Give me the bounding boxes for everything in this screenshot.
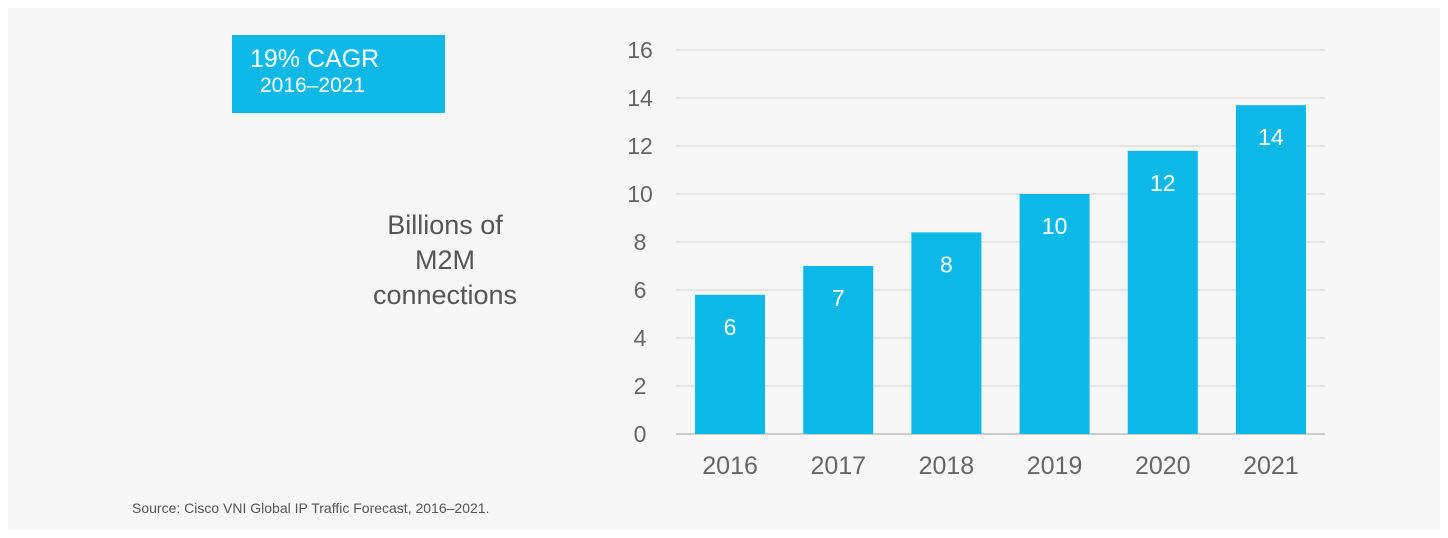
y-axis-label-line: M2M: [415, 245, 475, 275]
y-tick-label: 6: [634, 277, 647, 303]
bar: [1127, 150, 1198, 435]
data-label: 14: [1258, 124, 1284, 150]
bar: [1235, 105, 1306, 434]
y-tick-label: 14: [627, 85, 653, 111]
x-tick-label: 2017: [810, 452, 866, 480]
x-tick-label: 2021: [1243, 452, 1299, 480]
y-tick-label: 12: [627, 133, 653, 159]
source-note: Source: Cisco VNI Global IP Traffic Fore…: [132, 500, 490, 516]
y-axis-label: Billions of M2M connections: [330, 208, 560, 313]
y-axis-label-line: Billions of: [387, 210, 503, 240]
bar: [803, 266, 874, 434]
y-tick-label: 16: [627, 37, 653, 63]
data-label: 10: [1042, 213, 1068, 239]
y-axis-label-line: connections: [372, 280, 518, 310]
bar: [911, 232, 982, 434]
x-tick-label: 2019: [1027, 452, 1083, 480]
bar: [1019, 194, 1090, 434]
cagr-title: 19% CAGR: [250, 45, 380, 73]
y-tick-label: 4: [634, 325, 647, 351]
y-tick-label: 0: [634, 421, 647, 447]
x-tick-label: 2018: [919, 452, 975, 480]
bar: [695, 294, 766, 434]
cagr-period: 2016–2021: [260, 74, 366, 97]
y-tick-label: 8: [634, 229, 647, 255]
data-label: 12: [1150, 170, 1176, 196]
x-tick-label: 2016: [702, 452, 758, 480]
data-label: 7: [832, 285, 845, 311]
data-label: 6: [724, 314, 737, 340]
y-tick-label: 10: [627, 181, 653, 207]
data-label: 8: [940, 251, 953, 277]
x-tick-label: 2020: [1135, 452, 1191, 480]
cagr-callout: 19% CAGR 2016–2021: [232, 35, 445, 113]
y-tick-label: 2: [634, 373, 647, 399]
